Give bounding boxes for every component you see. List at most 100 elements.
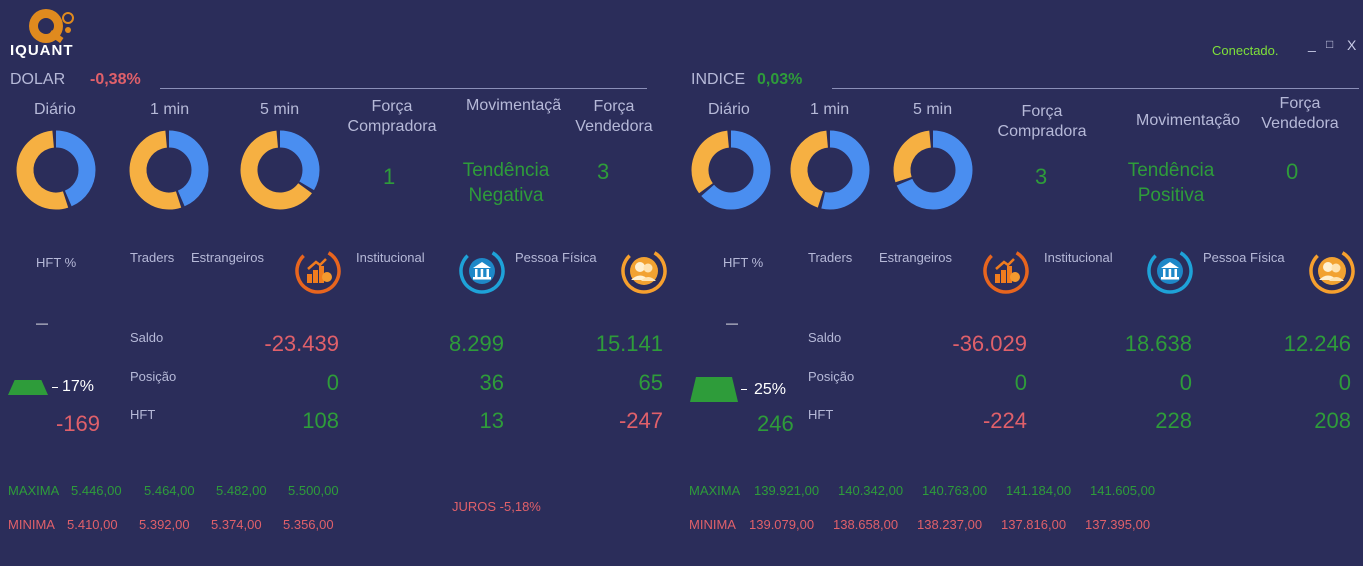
hft-bar-svg xyxy=(8,380,48,395)
estrangeiros-hft-indice: -224 xyxy=(982,408,1027,433)
hft-bar-fill xyxy=(690,377,738,402)
timeframe-label-5min-indice: 5 min xyxy=(913,101,953,118)
header-divider-dolar xyxy=(160,88,647,89)
hft-label-dolar: HFT % xyxy=(36,255,77,270)
forca-vendedora-label-dolar: Força Vendedora xyxy=(575,98,653,135)
estrangeiros-icon xyxy=(982,247,1030,300)
row-label-posicao-indice: Posição xyxy=(808,369,855,384)
forca-vendedora-value-indice: 0 xyxy=(1286,159,1299,184)
forca-vendedora-value-dolar: 3 xyxy=(597,159,610,184)
maxima-1-indice: 139.921,00 xyxy=(754,483,820,498)
asset-change-indice: 0,03% xyxy=(757,71,803,88)
maxima-label-dolar: MAXIMA xyxy=(8,483,60,498)
timeframe-label-1min-dolar: 1 min xyxy=(150,101,190,118)
ring-segment-blue xyxy=(240,130,320,210)
pessoa-fisica-saldo-dolar: 15.141 xyxy=(595,331,663,356)
row-label-hft-indice: HFT xyxy=(808,407,834,422)
row-label-hft-dolar: HFT xyxy=(130,407,156,422)
pessoa-fisica-label-dolar: Pessoa Física xyxy=(515,250,597,265)
institucional-saldo-indice: 18.638 xyxy=(1124,331,1192,356)
maxima-5-indice: 141.605,00 xyxy=(1090,483,1156,498)
institucional-icon xyxy=(1146,247,1194,300)
trend-ring-5min-indice xyxy=(893,130,973,210)
pessoa-fisica-icon xyxy=(620,247,668,300)
ring-segment-blue xyxy=(893,130,973,210)
pessoa-fisica-saldo-indice: 12.246 xyxy=(1283,331,1351,356)
forca-vendedora-label-indice: Força Vendedora xyxy=(1261,95,1339,132)
minima-2-dolar: 5.392,00 xyxy=(139,517,190,532)
trend-ring-1min-dolar xyxy=(129,130,209,210)
minima-label-dolar: MINIMA xyxy=(8,517,55,532)
hft-tick-indice xyxy=(741,389,747,390)
ring-segment-blue xyxy=(691,130,771,210)
estrangeiros-hft-dolar: 108 xyxy=(302,408,339,433)
estrangeiros-posicao-dolar: 0 xyxy=(326,370,339,395)
hft-bar-indice xyxy=(690,377,738,402)
estrangeiros-icon xyxy=(294,247,342,300)
hft-value-indice: 246 xyxy=(757,411,794,436)
hft-dash-indice: — xyxy=(726,316,738,330)
maxima-2-indice: 140.342,00 xyxy=(838,483,904,498)
estrangeiros-saldo-indice: -36.029 xyxy=(952,331,1027,356)
maximize-button[interactable]: □ xyxy=(1326,37,1334,51)
hft-tick-dolar xyxy=(52,387,58,388)
hft-bar-dolar xyxy=(8,380,48,395)
ring-segment-orange xyxy=(16,130,96,210)
minima-label-indice: MINIMA xyxy=(689,517,736,532)
ring-segment-orange xyxy=(129,130,209,210)
app-logo: IQUANT xyxy=(8,4,92,60)
tendencia-line1-indice: Tendência xyxy=(1127,160,1215,181)
row-label-posicao-dolar: Posição xyxy=(130,369,177,384)
ring-segment-orange xyxy=(790,130,870,210)
institucional-hft-dolar: 13 xyxy=(479,408,504,433)
hft-bar-svg xyxy=(690,377,738,402)
maxima-1-dolar: 5.446,00 xyxy=(71,483,122,498)
ring-svg xyxy=(129,130,209,210)
ring-segment-blue xyxy=(129,130,209,210)
timeframe-label-diario-indice: Diário xyxy=(708,101,750,118)
maxima-label-indice: MAXIMA xyxy=(689,483,741,498)
minima-1-dolar: 5.410,00 xyxy=(67,517,118,532)
timeframe-label-diario-dolar: Diário xyxy=(34,101,76,118)
asset-name-dolar: DOLAR xyxy=(10,71,66,88)
maxima-3-indice: 140.763,00 xyxy=(922,483,988,498)
maxima-3-dolar: 5.482,00 xyxy=(216,483,267,498)
connection-status: Conectado. xyxy=(1212,43,1279,58)
minima-5-indice: 137.395,00 xyxy=(1085,517,1151,532)
timeframe-label-5min-dolar: 5 min xyxy=(260,101,300,118)
traders-label-dolar: Traders xyxy=(130,250,175,265)
minimize-button[interactable]: _ xyxy=(1308,36,1316,52)
ring-svg xyxy=(893,130,973,210)
movimentacao-label-indice: Movimentação xyxy=(1136,112,1241,129)
institucional-saldo-dolar: 8.299 xyxy=(448,331,504,356)
institucional-posicao-dolar: 36 xyxy=(479,370,504,395)
minima-4-indice: 137.816,00 xyxy=(1001,517,1067,532)
minima-3-dolar: 5.374,00 xyxy=(211,517,262,532)
ring-svg xyxy=(16,130,96,210)
close-button[interactable]: X xyxy=(1347,37,1357,53)
maxima-4-indice: 141.184,00 xyxy=(1006,483,1072,498)
ring-segment-blue xyxy=(16,130,96,210)
estrangeiros-label-indice: Estrangeiros xyxy=(879,250,952,265)
trend-ring-5min-dolar xyxy=(240,130,320,210)
pessoa-fisica-label-indice: Pessoa Física xyxy=(1203,250,1285,265)
timeframe-label-1min-indice: 1 min xyxy=(810,101,850,118)
hft-bar-fill xyxy=(8,380,48,395)
minima-2-indice: 138.658,00 xyxy=(833,517,899,532)
institucional-posicao-indice: 0 xyxy=(1179,370,1192,395)
forca-compradora-value-indice: 3 xyxy=(1035,164,1048,189)
tendencia-line2-dolar: Negativa xyxy=(468,185,544,206)
ring-segment-blue xyxy=(790,130,870,210)
trend-ring-diario-dolar xyxy=(16,130,96,210)
hft-dash-dolar: — xyxy=(36,316,48,330)
pessoa-fisica-hft-dolar: -247 xyxy=(618,408,663,433)
maxima-2-dolar: 5.464,00 xyxy=(144,483,195,498)
tendencia-line2-indice: Positiva xyxy=(1137,185,1205,206)
header-divider-indice xyxy=(832,88,1359,89)
ring-svg xyxy=(691,130,771,210)
asset-change-dolar: -0,38% xyxy=(90,71,141,88)
institucional-hft-indice: 228 xyxy=(1155,408,1192,433)
traders-label-indice: Traders xyxy=(808,250,853,265)
tendencia-line1-dolar: Tendência xyxy=(462,160,550,181)
hft-percent-indice: 25% xyxy=(754,381,787,398)
